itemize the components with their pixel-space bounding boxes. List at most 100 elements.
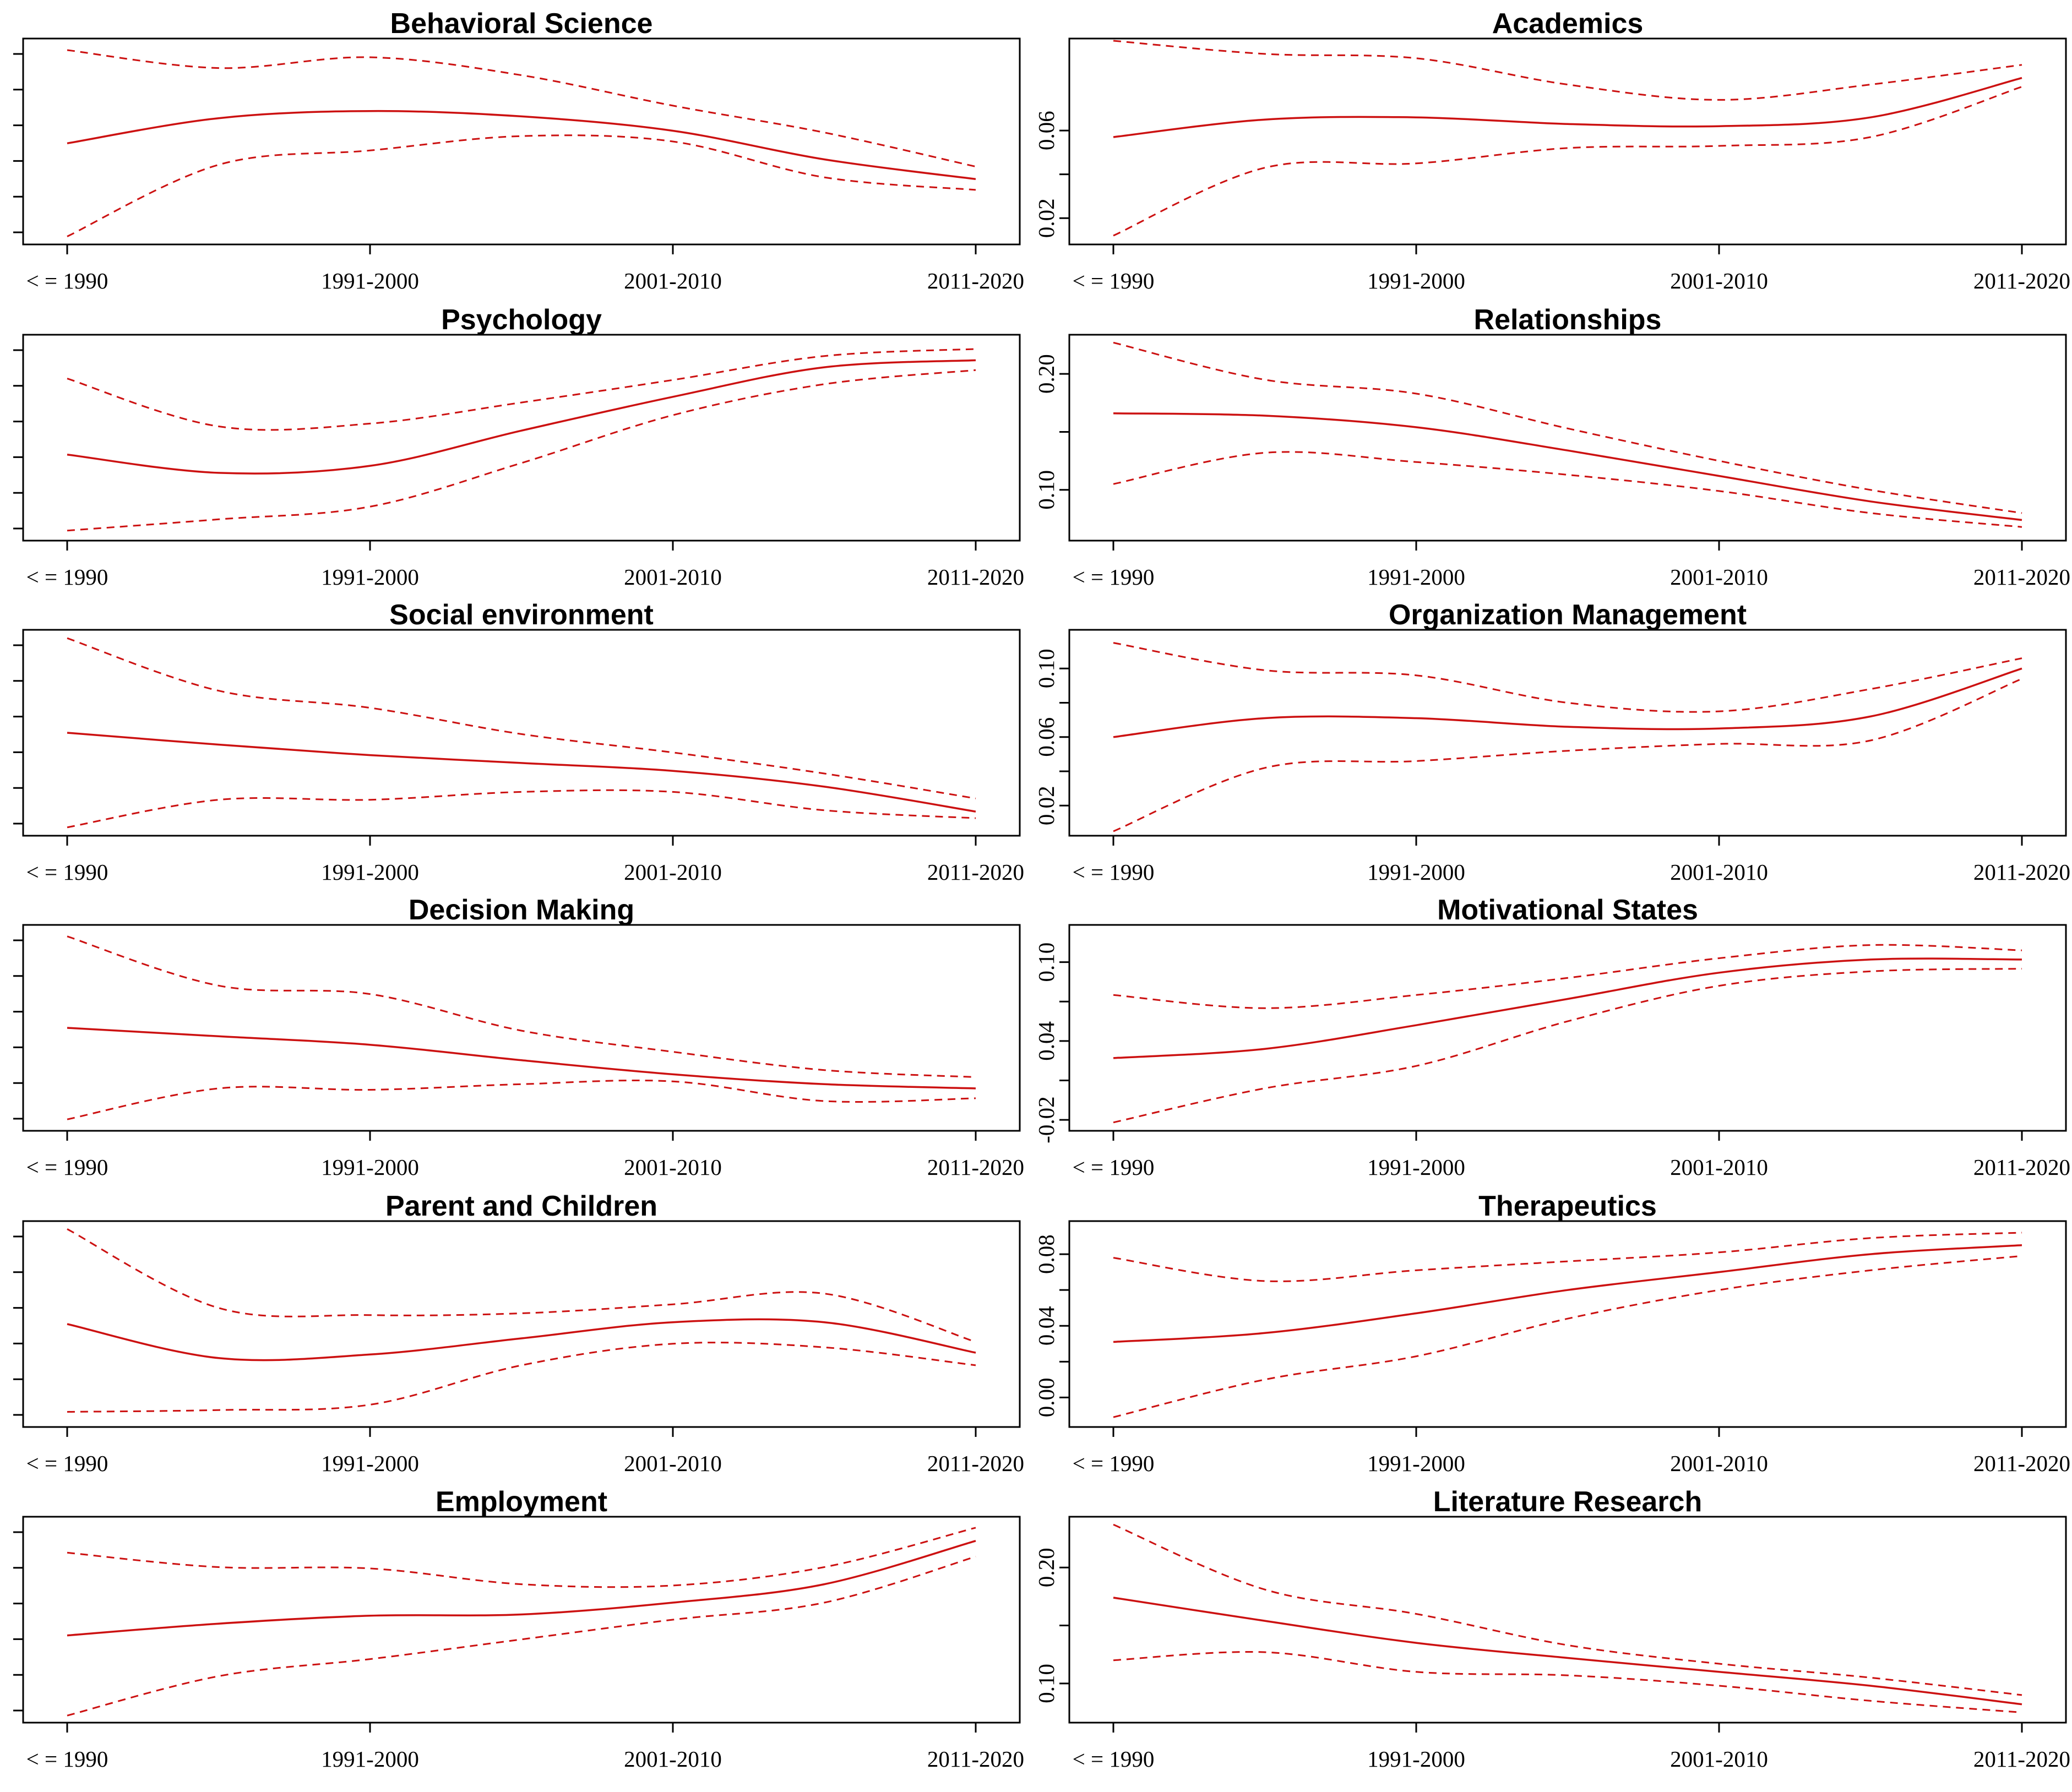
x-tick-label: 2011-2020 bbox=[1973, 1746, 2070, 1772]
confidence-band-upper bbox=[67, 348, 976, 431]
plot-frame bbox=[22, 924, 1021, 1132]
x-tick-label: 1991-2000 bbox=[1367, 564, 1465, 590]
x-tick-label: 1991-2000 bbox=[321, 564, 419, 590]
fitted-line bbox=[67, 1318, 976, 1361]
x-tick-label: 2011-2020 bbox=[1973, 859, 2070, 885]
confidence-band-lower bbox=[67, 134, 976, 237]
y-tick-label: 0.02 bbox=[1034, 198, 1059, 238]
x-tick-label: 1991-2000 bbox=[1367, 859, 1465, 885]
panel-behavioral-science: Behavioral Science < = 1990 1991-2000 2001-… bbox=[13, 8, 1024, 293]
panel-decision-making: Decision Making < = 1990 1991-2000 2001-201… bbox=[13, 894, 1024, 1180]
y-tick-label: 0.10 bbox=[1034, 470, 1059, 510]
confidence-band-lower bbox=[1113, 451, 2022, 528]
plot-frame bbox=[22, 37, 1021, 246]
panel-title: Parent and Children bbox=[385, 1190, 657, 1222]
x-tick-label: < = 1990 bbox=[1073, 564, 1155, 590]
plot-frame bbox=[1068, 37, 2067, 246]
confidence-band-lower bbox=[67, 1079, 976, 1120]
panel-literature-research: Literature Research < = 1990 1991-2000 2001… bbox=[1034, 1486, 2070, 1772]
panel-social-environment: Social environment < = 1990 1991-2000 2001-… bbox=[13, 599, 1024, 885]
x-tick-label: < = 1990 bbox=[1073, 268, 1155, 293]
x-tick-label: < = 1990 bbox=[1073, 1746, 1155, 1772]
panel-title: Psychology bbox=[441, 304, 602, 336]
y-tick-label: 0.20 bbox=[1034, 354, 1059, 394]
x-tick-label: 2011-2020 bbox=[1973, 564, 2070, 590]
y-tick-label: 0.00 bbox=[1034, 1378, 1059, 1418]
x-tick-label: 2011-2020 bbox=[1973, 268, 2070, 293]
panel-motivational-states: Motivational States < = 1990 1991-2000 2001… bbox=[1034, 894, 2070, 1180]
x-tick-label: 2001-2010 bbox=[624, 564, 722, 590]
y-tick-label: 0.08 bbox=[1034, 1234, 1059, 1274]
fitted-line bbox=[1113, 1244, 2022, 1343]
x-tick-label: 1991-2000 bbox=[321, 1451, 419, 1476]
panel-title: Organization Management bbox=[1389, 599, 1747, 631]
plot-frame bbox=[22, 629, 1021, 837]
confidence-band-lower bbox=[1113, 678, 2022, 832]
confidence-band-lower bbox=[67, 1555, 976, 1717]
panel-title: Motivational States bbox=[1437, 894, 1698, 926]
x-tick-label: 2011-2020 bbox=[1973, 1154, 2070, 1180]
x-tick-label: 2011-2020 bbox=[927, 268, 1024, 293]
x-tick-label: < = 1990 bbox=[1073, 1154, 1155, 1180]
plot-frame bbox=[1068, 334, 2067, 542]
panel-title: Therapeutics bbox=[1478, 1190, 1657, 1222]
panel-relationships: Relationships < = 1990 1991-2000 2001-2010 2… bbox=[1034, 304, 2070, 590]
panel-title: Decision Making bbox=[409, 894, 634, 926]
x-tick-label: 2011-2020 bbox=[927, 1154, 1024, 1180]
x-tick-label: < = 1990 bbox=[26, 1154, 108, 1180]
x-tick-label: 2001-2010 bbox=[624, 859, 722, 885]
fitted-line bbox=[1113, 1597, 2022, 1706]
panel-title: Literature Research bbox=[1433, 1486, 1702, 1518]
x-tick-label: 1991-2000 bbox=[321, 859, 419, 885]
x-tick-label: 2011-2020 bbox=[1973, 1451, 2070, 1476]
y-tick-label: 0.10 bbox=[1034, 1664, 1059, 1703]
y-tick-label: 0.10 bbox=[1034, 649, 1059, 688]
confidence-band-lower bbox=[1113, 86, 2022, 237]
x-tick-label: 2011-2020 bbox=[927, 1746, 1024, 1772]
x-tick-label: 2001-2010 bbox=[1670, 1451, 1768, 1476]
y-tick-label: 0.02 bbox=[1034, 786, 1059, 825]
panel-academics: Academics < = 1990 1991-2000 2001-2010 2011-… bbox=[1034, 8, 2070, 293]
x-tick-label: < = 1990 bbox=[26, 1451, 108, 1476]
x-tick-label: < = 1990 bbox=[26, 268, 108, 293]
x-tick-label: 1991-2000 bbox=[321, 268, 419, 293]
x-tick-label: 2001-2010 bbox=[1670, 1154, 1768, 1180]
panel-title: Relationships bbox=[1474, 304, 1662, 336]
y-tick-label: 0.10 bbox=[1034, 943, 1059, 982]
confidence-band-upper bbox=[67, 637, 976, 799]
panel-therapeutics: Therapeutics < = 1990 1991-2000 2001-2010 20… bbox=[1034, 1190, 2070, 1476]
panel-title: Academics bbox=[1492, 8, 1644, 40]
confidence-band-lower bbox=[67, 789, 976, 829]
x-tick-label: 2011-2020 bbox=[927, 564, 1024, 590]
plot-frame bbox=[1068, 629, 2067, 837]
confidence-band-lower bbox=[1113, 1651, 2022, 1713]
x-tick-label: 1991-2000 bbox=[1367, 268, 1465, 293]
fitted-line bbox=[1113, 412, 2022, 521]
x-tick-label: 1991-2000 bbox=[1367, 1451, 1465, 1476]
confidence-band-upper bbox=[1113, 1523, 2022, 1696]
y-tick-label: 0.04 bbox=[1034, 1306, 1059, 1346]
confidence-band-upper bbox=[67, 1527, 976, 1588]
x-tick-label: < = 1990 bbox=[1073, 1451, 1155, 1476]
x-tick-label: < = 1990 bbox=[26, 859, 108, 885]
fitted-line bbox=[1113, 77, 2022, 138]
x-tick-label: 2001-2010 bbox=[1670, 268, 1768, 293]
confidence-band-lower bbox=[67, 369, 976, 532]
plot-frame bbox=[1068, 1220, 2067, 1428]
y-tick-label: 0.04 bbox=[1034, 1021, 1059, 1061]
fitted-line bbox=[1113, 667, 2022, 738]
panel-psychology: Psychology < = 1990 1991-2000 2001-2010 2011… bbox=[13, 304, 1024, 590]
confidence-band-lower bbox=[67, 1342, 976, 1413]
plot-frame bbox=[22, 1516, 1021, 1724]
y-tick-label: -0.02 bbox=[1034, 1096, 1059, 1143]
confidence-band-upper bbox=[67, 935, 976, 1078]
fitted-line bbox=[67, 732, 976, 813]
x-tick-label: < = 1990 bbox=[26, 1746, 108, 1772]
x-tick-label: < = 1990 bbox=[1073, 859, 1155, 885]
confidence-band-upper bbox=[1113, 1232, 2022, 1282]
x-tick-label: 2001-2010 bbox=[624, 1746, 722, 1772]
confidence-band-upper bbox=[1113, 642, 2022, 713]
x-tick-label: 2001-2010 bbox=[1670, 859, 1768, 885]
fitted-line bbox=[67, 1027, 976, 1090]
